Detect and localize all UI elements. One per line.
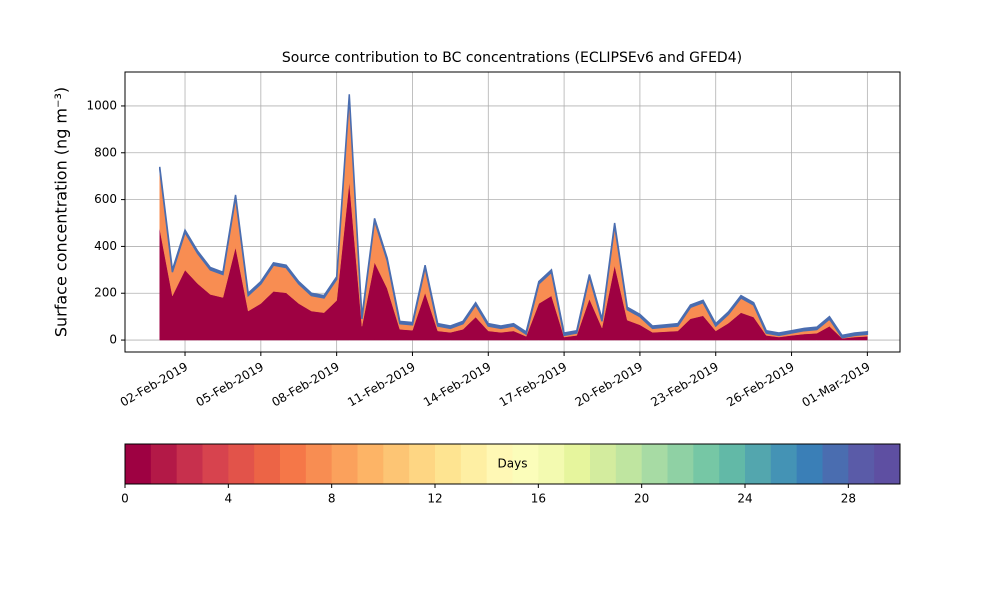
- colorbar-tick-label: 12: [427, 492, 442, 506]
- colorbar-frame: [124, 443, 901, 485]
- colorbar-tick-label: 24: [737, 492, 752, 506]
- colorbar-swatch: [331, 444, 358, 484]
- y-tick-label: 800: [94, 145, 117, 159]
- colorbar-swatch: [564, 444, 591, 484]
- colorbar-swatch: [822, 444, 849, 484]
- colorbar-swatch: [202, 444, 229, 484]
- colorbar-swatch: [357, 444, 384, 484]
- colorbar-swatch: [228, 444, 255, 484]
- colorbar-swatch: [176, 444, 203, 484]
- colorbar-swatch: [641, 444, 668, 484]
- colorbar-swatch: [305, 444, 333, 484]
- colorbar-swatch: [383, 444, 410, 484]
- colorbar-swatch: [590, 444, 617, 484]
- colorbar-swatch: [538, 444, 565, 484]
- colorbar-tick-label: 20: [634, 492, 649, 506]
- colorbar-swatch: [460, 444, 488, 484]
- y-tick-label: 200: [94, 286, 117, 300]
- chart-title: Source contribution to BC concentrations…: [282, 50, 742, 66]
- colorbar-tick-label: 4: [225, 492, 233, 506]
- y-tick-label: 0: [109, 333, 117, 347]
- colorbar-swatch: [770, 444, 798, 484]
- colorbar-swatch: [693, 444, 720, 484]
- colorbar-swatch: [615, 444, 643, 484]
- colorbar-swatch: [435, 444, 462, 484]
- colorbar-swatch: [667, 444, 694, 484]
- colorbar-swatch: [719, 444, 746, 484]
- colorbar-swatch: [796, 444, 823, 484]
- colorbar-swatch: [512, 444, 539, 484]
- colorbar-swatch: [874, 444, 901, 484]
- colorbar-tick-label: 0: [121, 492, 129, 506]
- y-axis-label: Surface concentration (ng m⁻³): [52, 87, 71, 337]
- colorbar-swatch: [745, 444, 772, 484]
- colorbar-swatch: [280, 444, 307, 484]
- plot-frame: [124, 71, 901, 353]
- colorbar-swatch: [848, 444, 875, 484]
- colorbar-swatch: [150, 444, 178, 484]
- colorbar-tick-label: 28: [841, 492, 856, 506]
- colorbar-tick-label: 16: [531, 492, 546, 506]
- colorbar-swatch: [409, 444, 436, 484]
- colorbar-label: Days: [498, 457, 528, 471]
- colorbar-tick-label: 8: [328, 492, 336, 506]
- y-tick-label: 600: [94, 192, 117, 206]
- y-tick-label: 1000: [86, 98, 117, 112]
- colorbar-swatch: [254, 444, 281, 484]
- y-tick-label: 400: [94, 239, 117, 253]
- colorbar-swatch: [125, 444, 152, 484]
- colorbar-swatch: [486, 444, 513, 484]
- area-layer: [158, 94, 869, 339]
